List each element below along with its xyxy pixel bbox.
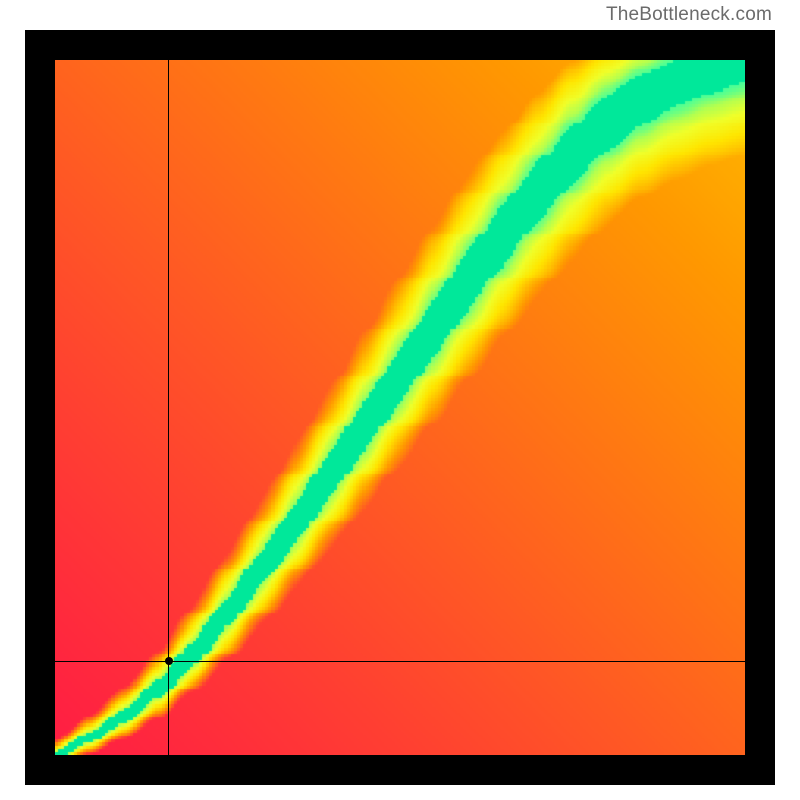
selected-point-marker bbox=[165, 657, 173, 665]
chart-container: TheBottleneck.com bbox=[0, 0, 800, 800]
crosshair-horizontal bbox=[55, 661, 745, 662]
bottleneck-heatmap bbox=[55, 60, 745, 755]
watermark-text: TheBottleneck.com bbox=[606, 4, 772, 26]
crosshair-vertical bbox=[168, 60, 169, 755]
